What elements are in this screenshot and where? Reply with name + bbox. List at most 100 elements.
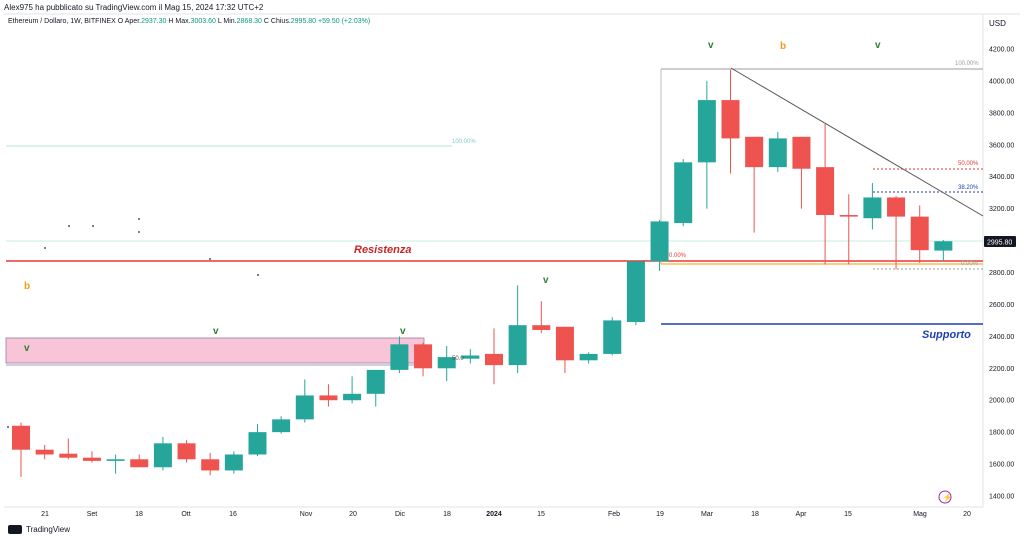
- candle-bearish[interactable]: [910, 216, 929, 251]
- price-tick-label: 2200.00: [989, 366, 1014, 373]
- time-tick-label: 19: [656, 511, 664, 518]
- support-label[interactable]: Supporto: [922, 329, 971, 341]
- candle-bearish[interactable]: [12, 425, 30, 450]
- candle-bullish[interactable]: [295, 395, 314, 420]
- ohlc-close-caption: Chius.: [270, 18, 291, 25]
- candle-bearish[interactable]: [319, 395, 338, 401]
- price-tick-label: 2600.00: [989, 302, 1014, 309]
- resistance-zone[interactable]: [5, 337, 425, 364]
- marker-dot: [209, 258, 211, 260]
- time-tick-label: 21: [41, 511, 49, 518]
- descending-trendline[interactable]: [730, 67, 984, 217]
- candle-bullish[interactable]: [272, 419, 291, 433]
- candle-bullish[interactable]: [106, 459, 125, 461]
- candle-bullish[interactable]: [153, 443, 172, 468]
- price-tick-label: 3800.00: [989, 110, 1014, 117]
- candle-bullish[interactable]: [366, 369, 385, 394]
- lightning-glyph: ⚡: [943, 492, 953, 502]
- tradingview-brand-text: TradingView: [26, 525, 71, 534]
- ohlc-close-label: C: [263, 18, 269, 25]
- candle-bullish[interactable]: [508, 325, 527, 366]
- time-tick-label: Feb: [608, 511, 620, 518]
- candle-bearish[interactable]: [130, 459, 149, 468]
- candle-bullish[interactable]: [437, 357, 456, 369]
- candle-bearish[interactable]: [721, 100, 740, 139]
- price-tick-label: 4000.00: [989, 78, 1014, 85]
- symbol-name[interactable]: Ethereum / Dollaro, 1W, BITFINEX: [8, 18, 116, 25]
- price-tick-label: 3400.00: [989, 174, 1014, 181]
- ohlc-low-value: 2868.30: [236, 18, 262, 25]
- candle-bullish[interactable]: [934, 241, 953, 251]
- time-tick-label: 15: [537, 511, 545, 518]
- fib-100-left-label: 100.00%: [452, 139, 476, 145]
- candle-bullish[interactable]: [674, 162, 693, 224]
- time-tick-label: Mar: [701, 511, 714, 518]
- candle-bearish[interactable]: [35, 449, 54, 455]
- candle-bearish[interactable]: [532, 325, 551, 330]
- marker-dot: [138, 231, 140, 233]
- candle-bearish[interactable]: [555, 326, 574, 361]
- time-tick-label: 16: [229, 511, 237, 518]
- candle-bullish[interactable]: [390, 344, 409, 370]
- candle-bullish[interactable]: [224, 454, 243, 471]
- candle-bearish[interactable]: [745, 136, 764, 168]
- currency-label[interactable]: USD: [989, 19, 1006, 28]
- candle-bullish[interactable]: [768, 138, 787, 168]
- candle-bearish[interactable]: [816, 167, 835, 216]
- wave-mark-b: b: [24, 281, 30, 292]
- marker-dot: [44, 247, 46, 249]
- candle-bullish[interactable]: [461, 355, 480, 359]
- price-tick-label: 1600.00: [989, 462, 1014, 469]
- candle-bullish[interactable]: [863, 197, 882, 219]
- time-tick-label: Dic: [395, 511, 406, 518]
- candle-bearish[interactable]: [82, 457, 101, 461]
- tradingview-mark-icon: [8, 525, 22, 535]
- last-price-value: 2995.80: [987, 240, 1012, 247]
- last-price-badge: [984, 236, 1016, 247]
- ohlc-open-value: 2937.30: [141, 18, 167, 25]
- time-tick-label: Apr: [796, 511, 808, 518]
- marker-dot: [7, 426, 9, 428]
- time-tick-label: 20: [349, 511, 357, 518]
- candle-bearish[interactable]: [59, 453, 78, 458]
- tradingview-logo[interactable]: TradingView: [8, 525, 71, 535]
- time-tick-label: 18: [443, 511, 451, 518]
- candle-bullish[interactable]: [697, 100, 716, 163]
- fib-50-left-label: 50.0: [452, 356, 464, 362]
- candle-bullish[interactable]: [248, 432, 267, 455]
- wave-mark-b: b: [780, 41, 786, 52]
- candle-bearish[interactable]: [201, 459, 220, 471]
- time-tick-label: 20: [963, 511, 971, 518]
- price-axis[interactable]: 4200.00 4000.00 3800.00 3600.00 3400.00 3200.…: [989, 47, 1014, 501]
- wave-mark-v: v: [708, 40, 714, 51]
- wave-mark-v: v: [213, 326, 219, 337]
- candle-bearish[interactable]: [485, 353, 503, 366]
- resistance-label[interactable]: Resistenza: [354, 244, 411, 256]
- time-tick-label: Mag: [913, 511, 927, 518]
- ohlc-open-caption: Aper.: [124, 18, 142, 25]
- candles-group: [12, 69, 953, 477]
- candle-bullish[interactable]: [626, 261, 645, 322]
- candle-bullish[interactable]: [650, 221, 669, 262]
- ohlc-low-label: L: [217, 18, 222, 25]
- lightning-icon[interactable]: [938, 490, 952, 504]
- time-tick-label: Set: [87, 511, 98, 518]
- candle-bearish[interactable]: [887, 197, 906, 217]
- time-axis[interactable]: 21 Set 18 Ott 16 Nov 20 Dic 18 2024 15 Feb 19 Mar 18 Ap…: [41, 511, 971, 518]
- candle-bearish[interactable]: [414, 344, 433, 369]
- ohlc-low-caption: Min.: [223, 18, 237, 25]
- published-by-text: Alex975 ha pubblicato su TradingView.com…: [4, 3, 264, 12]
- time-tick-label: 18: [135, 511, 143, 518]
- fib-0-left-label: 0.00%: [669, 253, 687, 259]
- marker-dot: [92, 225, 94, 227]
- time-tick-label: 2024: [486, 511, 502, 518]
- candle-bearish[interactable]: [177, 443, 196, 460]
- candle-bullish[interactable]: [579, 353, 598, 361]
- price-tick-label: 2000.00: [989, 398, 1014, 405]
- ohlc-high-label: H: [168, 18, 174, 25]
- candle-bearish[interactable]: [792, 136, 811, 169]
- candle-bullish[interactable]: [603, 320, 622, 354]
- candle-bullish[interactable]: [343, 393, 362, 401]
- candle-bearish[interactable]: [839, 215, 858, 217]
